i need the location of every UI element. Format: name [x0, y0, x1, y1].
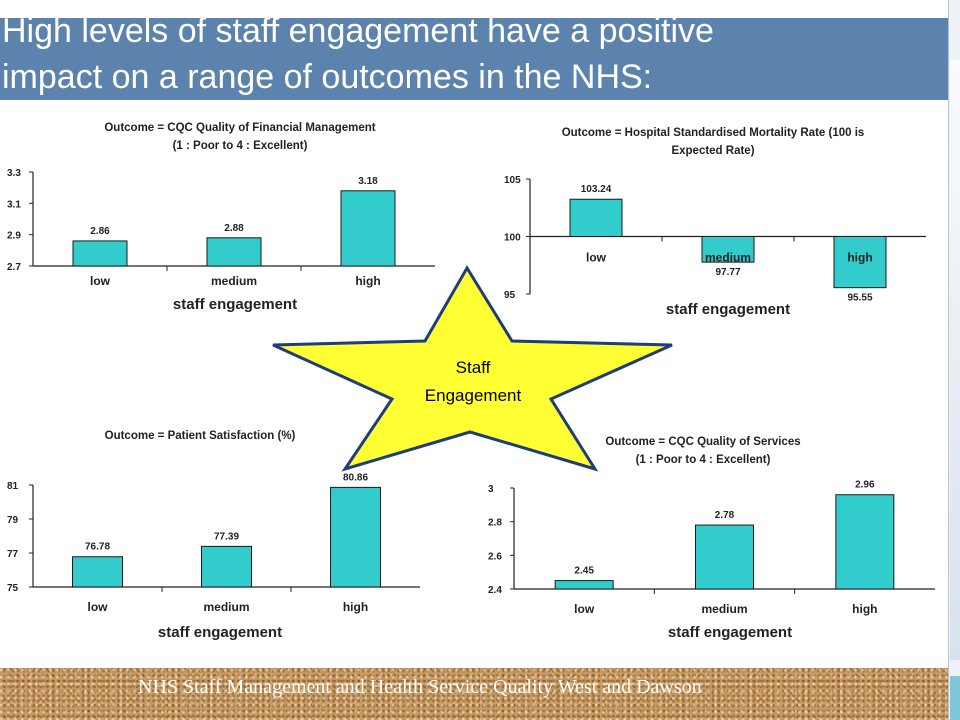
chart-1-data-label: 2.88: [224, 223, 244, 234]
footer-band: NHS Staff Management and Health Service …: [0, 668, 948, 720]
chart-1-data-label: 2.86: [90, 226, 110, 237]
chart-1-y-tick-label: 3.1: [7, 199, 21, 210]
chart-1-subtitle: (1 : Poor to 4 : Excellent): [173, 140, 308, 152]
chart-3-title: Outcome = Patient Satisfaction (%): [105, 430, 296, 442]
chart-2-data-label: 95.55: [847, 293, 872, 304]
slide-title-line-2: impact on a range of outcomes in the NHS…: [2, 58, 653, 96]
chart-4-y-tick-label: 3: [488, 484, 494, 495]
title-band: High levels of staff engagement have a p…: [0, 18, 948, 100]
star-shape-layer: [272, 265, 673, 472]
star-label-line-1: Staff: [455, 358, 491, 377]
chart-3-data-label: 80.86: [343, 472, 368, 483]
chart-4-category-label: medium: [701, 602, 747, 616]
chart-4-category-label: high: [852, 602, 877, 616]
chart-3-y-tick-label: 81: [7, 481, 19, 492]
chart-4-category-label: low: [574, 602, 595, 616]
chart-2-category-label: low: [586, 251, 607, 265]
chart-3-y-tick-label: 75: [7, 583, 19, 594]
chart-3-category-label: low: [88, 600, 109, 614]
chart-3-category-label: medium: [203, 600, 249, 614]
chart-3-x-axis-title: staff engagement: [158, 624, 282, 641]
slide-title-line-1: High levels of staff engagement have a p…: [2, 18, 714, 50]
chart-4-title: Outcome = CQC Quality of Services: [605, 436, 800, 448]
chart-2-x-axis-title: staff engagement: [666, 301, 790, 318]
chart-3-y-tick-label: 77: [7, 549, 19, 560]
chart-2-subtitle: Expected Rate): [671, 145, 754, 157]
star-label-line-2: Engagement: [424, 386, 522, 405]
chart-3-y-tick-label: 79: [7, 515, 19, 526]
chart-1-data-label: 3.18: [358, 176, 378, 187]
chart-2-category-label: medium: [705, 251, 751, 265]
chart-1-y-tick-label: 2.7: [7, 262, 21, 273]
chart-4-bar-high: [835, 494, 895, 590]
chart-3-bar-high: [330, 486, 381, 588]
chart-1-y-tick-label: 2.9: [7, 231, 21, 242]
chart-1-bar-high: [340, 190, 396, 267]
chart-2-bar-medium: [701, 236, 755, 263]
chart-4-data-label: 2.78: [715, 510, 735, 521]
footer-citation: NHS Staff Management and Health Service …: [138, 676, 702, 698]
chart-3-bar-medium: [201, 545, 252, 588]
chart-3-category-label: high: [343, 600, 368, 614]
chart-4-subtitle: (1 : Poor to 4 : Excellent): [636, 454, 771, 466]
chart-1-x-axis-title: staff engagement: [173, 296, 297, 313]
chart-3-bar-low: [72, 556, 123, 588]
chart-2-title: Outcome = Hospital Standardised Mortalit…: [562, 127, 865, 139]
chart-2-category-label: high: [847, 251, 872, 265]
chart-3-data-label: 76.78: [85, 542, 110, 553]
chart-2-y-tick-label: 95: [504, 290, 516, 301]
chart-1-category-label: low: [90, 274, 111, 288]
chart-1-bar-medium: [206, 237, 262, 267]
chart-3-data-label: 77.39: [214, 531, 239, 542]
staff-engagement-star: [272, 265, 673, 472]
chart-2-bar-low: [569, 198, 623, 238]
chart-2-data-label: 103.24: [581, 184, 612, 195]
slide-title: High levels of staff engagement have a p…: [2, 18, 942, 100]
chart-1-category-label: high: [355, 274, 380, 288]
chart-1-y-tick-label: 3.3: [7, 168, 21, 179]
chart-1-bar-low: [72, 240, 128, 267]
chart-4-data-label: 2.96: [855, 480, 875, 491]
chart-1-category-label: medium: [211, 274, 257, 288]
chart-2-bar-high: [833, 236, 887, 289]
chart-4-y-tick-label: 2.8: [488, 518, 502, 529]
chart-4-data-label: 2.45: [574, 566, 594, 577]
chart-4-x-axis-title: staff engagement: [668, 624, 792, 641]
chart-2-data-label: 97.77: [715, 267, 740, 278]
chart-4-y-tick-label: 2.4: [488, 585, 502, 596]
right-edge-stripe: [950, 60, 960, 660]
chart-2-y-tick-label: 105: [504, 175, 521, 186]
charts-canvas: Outcome = CQC Quality of Financial Manag…: [7, 122, 935, 641]
chart-1-title: Outcome = CQC Quality of Financial Manag…: [104, 122, 375, 134]
chart-4-bar-low: [554, 580, 614, 590]
chart-4-y-tick-label: 2.6: [488, 551, 502, 562]
corner-accent-block: [950, 676, 960, 720]
chart-2-y-tick-label: 100: [504, 233, 521, 244]
chart-4-bar-medium: [695, 524, 754, 590]
